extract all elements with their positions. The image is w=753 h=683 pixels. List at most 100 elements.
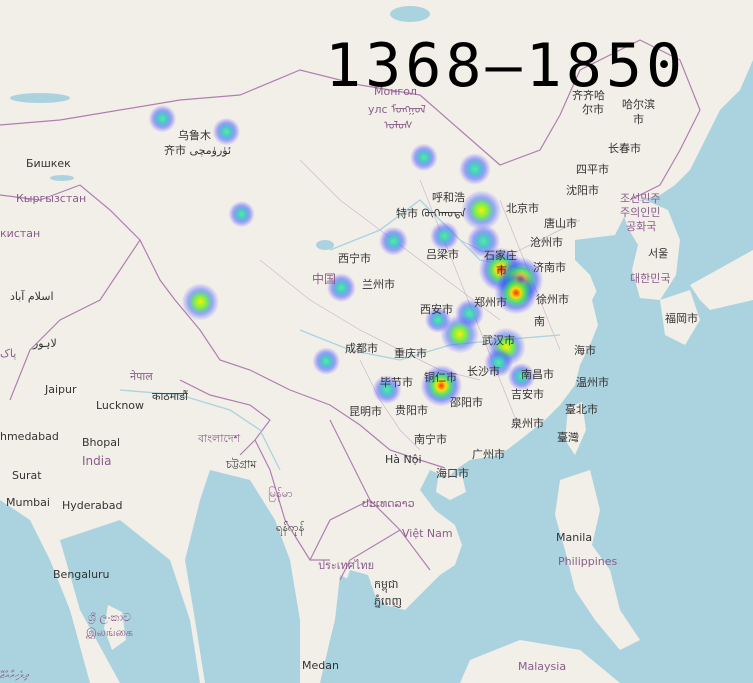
heat-spot-changsha: [424, 306, 452, 334]
label-lahore: لاہور: [33, 337, 57, 350]
label-wuhan: 武汉市: [482, 334, 515, 347]
label-quanzhou: 泉州市: [511, 417, 544, 430]
heat-spot-quanzhou: [484, 347, 514, 378]
label-hyderabad: Hyderabad: [62, 499, 123, 512]
label-pakistan: پاک: [0, 347, 17, 360]
heat-spot-lhasa: [181, 283, 220, 321]
heat-spot-hangzhou: [494, 271, 538, 315]
yellow-sea: [575, 235, 632, 310]
lake-baikal: [390, 6, 430, 22]
label-bishkek: Бишкек: [26, 157, 71, 170]
label-xian: 西安市: [420, 303, 453, 316]
label-kunming: 昆明市: [349, 405, 382, 418]
label-bengaluru: Bengaluru: [53, 568, 110, 581]
label-laos: ປະເທດລາວ: [362, 497, 415, 510]
label-jinan: 济南市: [533, 261, 566, 274]
label-vietnam: Việt Nam: [402, 527, 453, 540]
label-srilanka-2: இலங்கை: [86, 626, 133, 639]
label-cambodia-2: ភ្នំពេញ: [374, 595, 402, 608]
label-nanjing: 南: [534, 315, 545, 328]
label-hohhot-2: 特市 ᠬᠥᠬᠡᠬᠣᠲᠠ: [396, 207, 466, 220]
label-thailand: ประเทศไทย: [318, 559, 375, 572]
label-srilanka-1: ශ්‍රී ලංකාව: [88, 611, 132, 624]
taiwan-island: [565, 402, 586, 455]
label-kyrgyzstan: Кыргызстан: [16, 192, 87, 205]
label-qiqihar-2: 尔市: [582, 103, 604, 116]
label-bijie: 毕节市: [380, 376, 413, 389]
label-korea-north-3: 공화국: [626, 220, 657, 233]
lake-issyk-kul: [50, 175, 74, 181]
label-cambodia-1: កម្ពុជា: [374, 578, 399, 591]
year-range-title: 1368–1850: [325, 31, 687, 101]
label-bangladesh: বাংলাদেশ: [198, 432, 241, 445]
heat-spot-nanning: [372, 375, 402, 405]
label-kistan: кистан: [0, 227, 41, 240]
label-korea-north-1: 조선민주: [620, 192, 661, 205]
label-shijiazhuang-2: 市: [496, 264, 507, 277]
label-lucknow: Lucknow: [96, 399, 145, 412]
japan-honshu: [690, 250, 753, 310]
label-changsha: 长沙市: [467, 365, 500, 378]
bay-of-bengal: [60, 520, 200, 683]
heat-spot-zhengzhou: [429, 221, 460, 251]
lake-balkhash: [10, 93, 70, 103]
label-fukuoka: 福岡市: [665, 312, 698, 325]
borneo: [460, 640, 620, 683]
label-myanmar: မြန်မာ: [268, 487, 293, 500]
label-shanghai: 海市: [574, 344, 596, 357]
label-mongolia-1: Монгол: [374, 85, 417, 98]
label-mumbai: Mumbai: [6, 496, 50, 509]
qinghai-lake: [316, 240, 334, 250]
label-chittagong: চট্টগ্রাম: [226, 458, 257, 471]
bay-of-bengal-east: [185, 470, 300, 683]
label-islamabad: اسلام آباد: [10, 290, 54, 303]
label-xuzhou: 徐州市: [536, 293, 569, 306]
sri-lanka: [104, 605, 126, 650]
label-cangzhou: 沧州市: [530, 236, 563, 249]
label-siping: 四平市: [576, 163, 609, 176]
heat-spot-golmud: [228, 200, 255, 228]
label-shijiazhuang-1: 石家庄: [484, 249, 517, 262]
label-chongqing: 重庆市: [394, 347, 427, 360]
label-taiwan: 臺灣: [557, 431, 579, 444]
philippines-islands: [555, 470, 640, 650]
label-ji-an: 吉安市: [511, 388, 544, 401]
label-shaoyang: 邵阳市: [450, 396, 483, 409]
arabian-sea: [0, 500, 90, 683]
label-korea-north-2: 주의인민: [620, 206, 661, 219]
label-harbin-1: 哈尔滨: [622, 98, 655, 111]
heat-spot-jinan: [461, 190, 502, 231]
country-borders: [0, 39, 701, 581]
label-jaipur: Jaipur: [45, 383, 77, 396]
label-hohhot-1: 呼和浩: [432, 191, 465, 204]
label-wenzhou: 温州市: [576, 376, 609, 389]
label-mongolia-3: ᠤᠯᠤᠰ: [384, 119, 413, 132]
label-changchun: 长春市: [608, 142, 641, 155]
label-lanzhou: 兰州市: [362, 278, 395, 291]
label-naypyidaw: ရန်ကုန်: [276, 521, 305, 534]
label-urumqi-1: 乌鲁木: [178, 129, 211, 142]
label-kathmandu: काठमाडौं: [152, 390, 188, 403]
heat-spot-taiwan: [507, 362, 536, 391]
label-mongolia-2: улс ᠮᠣᠩᠭᠣᠯ: [368, 103, 426, 116]
label-zhengzhou: 郑州市: [474, 296, 507, 309]
label-malaysia: Malaysia: [518, 660, 567, 673]
heatmap-layer: [148, 104, 544, 407]
heat-spot-chengdu: [326, 273, 356, 303]
label-haikou: 海口市: [436, 467, 469, 480]
gulf-of-thailand: [330, 575, 390, 683]
label-luliang: 吕梁市: [426, 248, 459, 261]
label-taipei: 臺北市: [565, 403, 598, 416]
label-ahmedabad: hmedabad: [0, 430, 59, 443]
label-seoul: 서울: [648, 247, 669, 260]
label-guiyang: 贵阳市: [395, 404, 428, 417]
heat-spot-xian: [378, 226, 409, 256]
label-manila: Manila: [556, 531, 593, 544]
label-china: 中国: [312, 272, 337, 286]
label-guangzhou: 广州市: [472, 448, 505, 461]
heat-spot-guangzhou: [420, 364, 463, 407]
label-shenyang: 沈阳市: [566, 184, 599, 197]
label-medan: Medan: [302, 659, 339, 672]
